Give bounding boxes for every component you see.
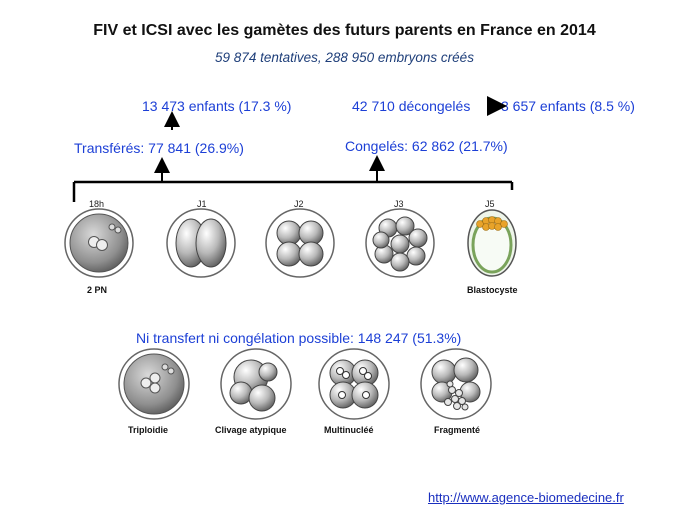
embryo-2pn-image [64, 208, 134, 278]
embryo-j1-image [166, 208, 236, 278]
embryo-j2-image [265, 208, 335, 278]
caption-fragmente: Fragmenté [434, 425, 481, 435]
page-subtitle: 59 874 tentatives, 288 950 embryons créé… [215, 50, 474, 65]
abnormal-heading: Ni transfert ni congélation possible: 14… [136, 330, 462, 346]
source-link[interactable]: http://www.agence-biomedecine.fr [428, 490, 624, 505]
stage-label-j2: J2 [294, 199, 304, 209]
embryo-clivage-atypique-image [220, 348, 292, 420]
stage-label-j5: J5 [485, 199, 495, 209]
stage-label-18h: 18h [89, 199, 105, 209]
embryo-multinuclee-image [318, 348, 390, 420]
caption-multinuclee: Multinucléé [324, 425, 374, 435]
transfer-children-label: 13 473 enfants (17.3 %) [142, 98, 292, 114]
frozen-children-label: 3 657 enfants (8.5 %) [501, 98, 635, 114]
page-title: FIV et ICSI avec les gamètes des futurs … [93, 22, 596, 39]
timeline [72, 155, 514, 202]
transferred-label: Transférés: 77 841 (26.9%) [74, 140, 244, 156]
stage-label-j3: J3 [394, 199, 404, 209]
caption-2pn: 2 PN [87, 285, 108, 295]
stage-label-j1: J1 [197, 199, 207, 209]
embryo-fragmente-image [420, 348, 492, 420]
thawed-label: 42 710 décongelés [352, 98, 471, 114]
embryo-blastocyst-image [467, 209, 517, 277]
embryo-triploidie-image [118, 348, 190, 420]
caption-blastocyste: Blastocyste [467, 285, 518, 295]
caption-clivage-atypique: Clivage atypique [215, 425, 287, 435]
frozen-label: Congelés: 62 862 (21.7%) [345, 138, 508, 154]
embryo-j3-image [365, 208, 435, 278]
caption-triploidie: Triploidie [128, 425, 169, 435]
